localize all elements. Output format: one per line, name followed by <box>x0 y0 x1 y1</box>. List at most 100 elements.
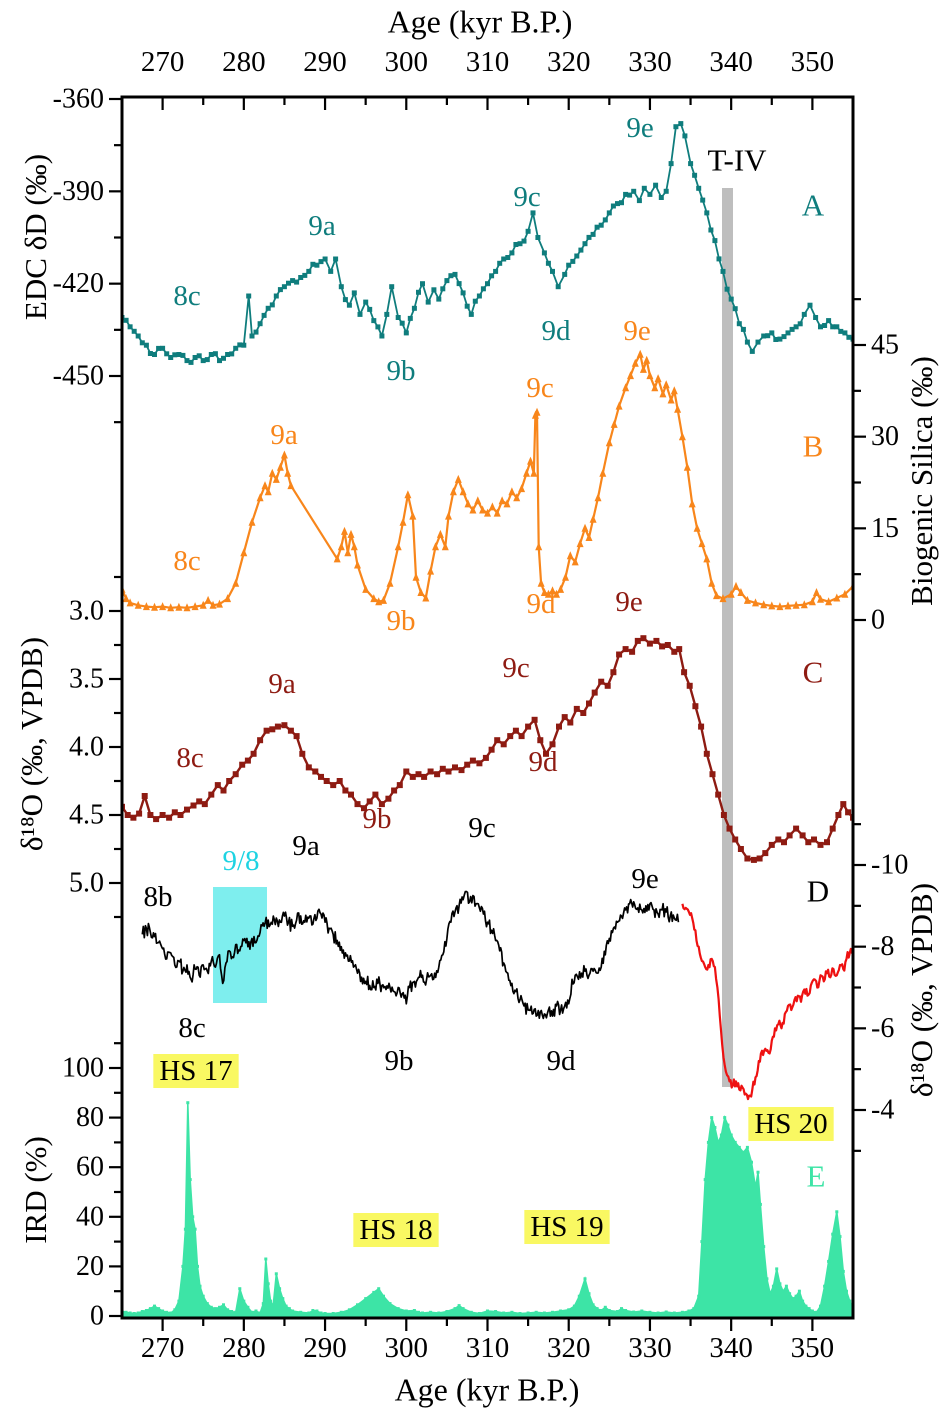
marker-square <box>622 646 629 653</box>
x-tick-label-top: 310 <box>466 46 510 78</box>
marker-square <box>306 268 312 274</box>
x-tick-label-top: 270 <box>141 46 185 78</box>
marker-square <box>521 238 527 244</box>
marker-triangle <box>287 481 295 490</box>
y-tick-label-d: -8 <box>871 931 894 962</box>
marker-triangle <box>693 523 701 532</box>
marker-triangle <box>639 364 647 373</box>
marker-triangle <box>513 493 521 502</box>
marker-square <box>807 1307 811 1311</box>
marker-square <box>367 306 373 312</box>
marker-square <box>409 773 416 780</box>
marker-square <box>346 302 352 308</box>
y-tick-label-d: -6 <box>871 1013 894 1044</box>
marker-square <box>526 1311 530 1315</box>
marker-square <box>239 761 246 768</box>
marker-square <box>582 241 588 247</box>
marker-square <box>391 787 398 794</box>
marker-triangle <box>674 404 682 413</box>
annotation-9a: 9a <box>292 830 320 862</box>
marker-square <box>319 1311 323 1315</box>
marker-square <box>363 299 369 305</box>
marker-square <box>756 855 763 862</box>
marker-square <box>559 1309 563 1313</box>
y-tick-label-e: 40 <box>76 1201 104 1232</box>
marker-square <box>434 771 441 778</box>
marker-square <box>587 1292 591 1296</box>
marker-square <box>464 303 470 309</box>
marker-square <box>744 855 751 862</box>
marker-square <box>678 121 684 127</box>
marker-square <box>830 324 836 330</box>
marker-square <box>461 1307 465 1311</box>
annotation-9b: 9b <box>387 605 416 637</box>
marker-triangle <box>199 600 207 609</box>
marker-triangle <box>605 438 613 447</box>
y-tick-label-e: 60 <box>76 1152 104 1183</box>
marker-square <box>805 839 812 846</box>
annotation-highlight-hs-19 <box>524 1210 610 1244</box>
marker-square <box>755 339 761 345</box>
marker-square <box>765 333 771 339</box>
x-tick-label-top: 350 <box>791 46 835 78</box>
marker-square <box>570 258 576 264</box>
marker-triangle <box>817 594 824 603</box>
x-tick-label-bottom: 330 <box>628 1332 672 1364</box>
marker-square <box>794 1294 798 1298</box>
marker-square <box>452 271 458 277</box>
series-area-ird <box>122 1102 853 1317</box>
marker-square <box>184 358 190 364</box>
marker-square <box>550 268 555 274</box>
marker-square <box>147 812 154 818</box>
marker-square <box>656 1311 660 1315</box>
marker-triangle <box>264 487 272 496</box>
annotation-9d: 9d <box>527 588 557 620</box>
marker-square <box>421 773 428 780</box>
marker-square <box>549 741 556 748</box>
marker-square <box>205 1302 209 1306</box>
y-tick-label-e: 0 <box>90 1301 104 1332</box>
marker-square <box>819 1304 822 1308</box>
marker-square <box>737 1145 741 1149</box>
marker-square <box>403 330 409 336</box>
marker-square <box>750 856 757 863</box>
marker-square <box>786 832 793 839</box>
marker-triangle <box>576 539 584 548</box>
marker-square <box>338 284 344 290</box>
marker-square <box>232 771 239 778</box>
marker-square <box>323 778 330 784</box>
marker-triangle <box>544 589 552 598</box>
y-tick-label-a: -450 <box>53 361 104 392</box>
marker-square <box>339 1310 343 1314</box>
marker-square <box>716 1140 720 1144</box>
marker-square <box>254 1309 258 1313</box>
marker-triangle <box>362 584 370 593</box>
marker-square <box>302 272 308 278</box>
marker-triangle <box>347 529 355 538</box>
marker-triangle <box>800 600 808 609</box>
marker-triangle <box>841 589 849 598</box>
x-tick-label-top: 330 <box>628 46 672 78</box>
top-axis-title: Age (kyr B.P.) <box>387 3 573 40</box>
annotation-b: B <box>803 429 824 464</box>
marker-square <box>458 767 465 774</box>
marker-triangle <box>825 597 833 606</box>
marker-square <box>835 812 842 818</box>
marker-square <box>680 1310 684 1314</box>
marker-square <box>152 352 157 357</box>
marker-square <box>375 324 381 330</box>
marker-square <box>525 723 532 730</box>
marker-square <box>377 1287 381 1291</box>
marker-square <box>379 333 385 339</box>
marker-triangle <box>469 505 477 514</box>
marker-square <box>807 302 813 308</box>
marker-square <box>184 806 190 813</box>
marker-square <box>204 357 210 363</box>
axis-ticks <box>109 97 866 1331</box>
annotation-9e: 9e <box>631 863 658 895</box>
marker-square <box>768 841 775 848</box>
marker-square <box>249 333 255 339</box>
marker-square <box>602 217 608 223</box>
marker-square <box>135 333 141 339</box>
annotation-9b: 9b <box>363 803 392 835</box>
